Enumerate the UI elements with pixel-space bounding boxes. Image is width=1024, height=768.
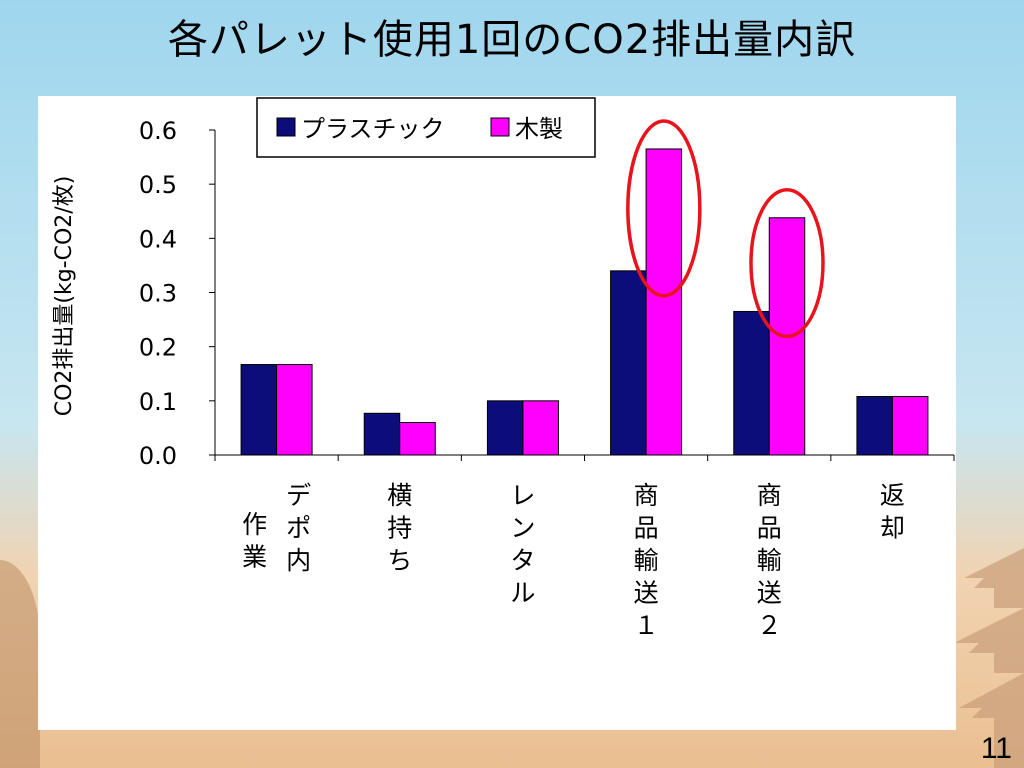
legend-label-wood: 木製: [515, 115, 563, 143]
bar-wood: [522, 400, 559, 456]
legend-label-plastic: プラスチック: [301, 115, 445, 143]
slide-title: 各パレット使用1回のCO2排出量内訳: [167, 17, 857, 63]
x-category-label: 商品輸送２: [757, 481, 782, 640]
y-tick-label: 0.2: [139, 334, 177, 362]
highlight-ellipse: [749, 188, 825, 339]
y-tick-label: 0.0: [139, 442, 177, 470]
bar-plastic: [856, 396, 893, 456]
y-tick-label: 0.6: [139, 117, 177, 145]
x-category-label: 商品輸送１: [634, 481, 659, 640]
y-tick-label: 0.1: [139, 388, 177, 416]
bar-wood: [399, 422, 436, 456]
y-tick-label: 0.4: [139, 225, 177, 253]
x-category-label: レンタル: [510, 481, 535, 608]
y-tick-label: 0.3: [139, 280, 177, 308]
legend-swatch-plastic: [276, 117, 296, 137]
co2-bar-chart: 0.0 0.1 0.2 0.3 0.4 0.5 0.6 CO2排出量(kg-CO2/枚) 作業デ…: [52, 97, 955, 640]
bar-wood: [276, 364, 313, 456]
bar-plastic: [240, 364, 278, 456]
x-category-label: 横持ち: [387, 481, 412, 575]
x-category-label: 返却: [880, 481, 905, 543]
x-category-label: デポ内: [286, 481, 311, 575]
bar-plastic: [363, 412, 401, 456]
bar-plastic: [486, 400, 524, 456]
x-category-label: 作業: [242, 510, 267, 572]
pagoda-silhouette: [954, 548, 1024, 768]
legend-box: [256, 97, 596, 158]
legend-swatch-wood: [490, 117, 510, 137]
tree-silhouette: [0, 560, 40, 768]
page-number: 11: [980, 732, 1012, 765]
y-tick-label: 0.5: [139, 171, 177, 199]
bar-wood: [891, 396, 929, 456]
y-axis-title: CO2排出量(kg-CO2/枚): [52, 176, 77, 417]
bar-plastic: [733, 310, 770, 456]
bar-wood: [645, 148, 683, 456]
bar-plastic: [610, 270, 647, 456]
highlight-ellipse: [626, 119, 702, 298]
